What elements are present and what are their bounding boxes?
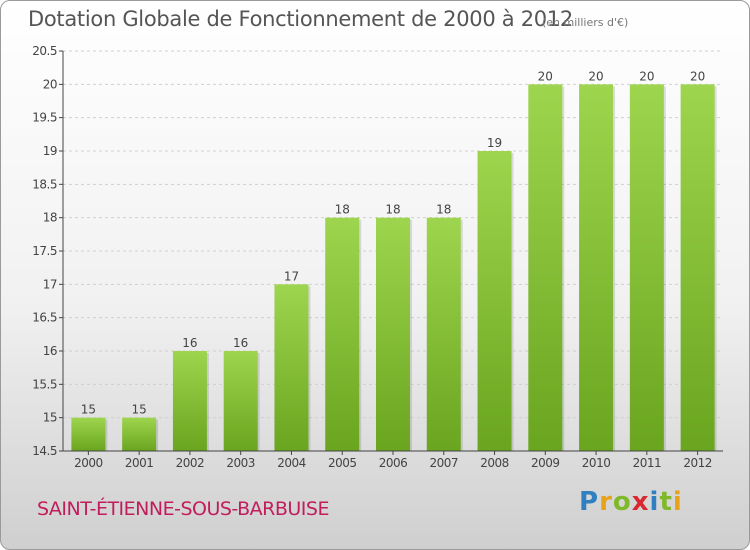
bar-2005 bbox=[325, 217, 360, 451]
logo-letter: P bbox=[579, 487, 600, 517]
y-tick-label: 16.5 bbox=[32, 311, 57, 325]
y-tick-label: 17.5 bbox=[32, 244, 57, 258]
x-tick-label: 2008 bbox=[480, 456, 509, 470]
logo-letter: o bbox=[612, 487, 632, 517]
x-tick-label: 2001 bbox=[125, 456, 154, 470]
y-tick-label: 18 bbox=[43, 211, 57, 225]
value-label: 15 bbox=[132, 403, 147, 417]
y-tick-label: 17 bbox=[43, 277, 57, 291]
bar-2007 bbox=[426, 217, 461, 451]
x-tick-label: 2005 bbox=[328, 456, 357, 470]
value-label: 18 bbox=[436, 203, 451, 217]
bar-2003 bbox=[223, 351, 258, 451]
y-tick-label: 20 bbox=[43, 77, 57, 91]
bar-2002 bbox=[172, 351, 207, 451]
y-tick-label: 20.5 bbox=[32, 44, 57, 58]
commune-name: SAINT-ÉTIENNE-SOUS-BARBUISE bbox=[37, 498, 329, 520]
bars bbox=[71, 84, 717, 451]
value-label: 18 bbox=[335, 203, 350, 217]
axes bbox=[59, 50, 723, 455]
y-tick-label: 16 bbox=[43, 344, 57, 358]
value-label: 20 bbox=[690, 69, 705, 83]
unit-note: (en milliers d'€) bbox=[542, 16, 629, 29]
bar-2008 bbox=[477, 151, 512, 451]
bar-2012 bbox=[680, 84, 715, 451]
y-tick-label: 19.5 bbox=[32, 111, 57, 125]
value-label: 15 bbox=[81, 403, 96, 417]
x-tick-label: 2004 bbox=[277, 456, 306, 470]
chart-title: Dotation Globale de Fonctionnement de 20… bbox=[28, 7, 573, 31]
proxiti-logo: Proxiti bbox=[579, 487, 683, 517]
logo-letter: x bbox=[631, 487, 650, 517]
x-tick-label: 2009 bbox=[531, 456, 560, 470]
x-tick-label: 2003 bbox=[226, 456, 255, 470]
y-tick-label: 14.5 bbox=[32, 444, 57, 458]
bar-2006 bbox=[376, 217, 410, 451]
value-label: 18 bbox=[385, 203, 400, 217]
x-tick-label: 2000 bbox=[74, 456, 103, 470]
bar-2010 bbox=[579, 84, 614, 451]
bar-2000 bbox=[71, 417, 106, 451]
y-tick-label: 15 bbox=[43, 411, 57, 425]
bar-2011 bbox=[629, 84, 664, 451]
value-label: 19 bbox=[487, 136, 502, 150]
x-tick-label: 2010 bbox=[582, 456, 611, 470]
x-tick-label: 2012 bbox=[683, 456, 712, 470]
x-tick-label: 2006 bbox=[379, 456, 408, 470]
labels: 14.5 15 15.5 16 16.5 17 17.5 18 18.5 19 19.5 20 20.5… bbox=[32, 44, 712, 470]
y-tick-label: 18.5 bbox=[32, 177, 57, 191]
x-tick-label: 2011 bbox=[633, 456, 662, 470]
y-tick-label: 15.5 bbox=[32, 377, 57, 391]
x-tick-label: 2002 bbox=[176, 456, 205, 470]
value-label: 20 bbox=[588, 69, 603, 83]
value-label: 16 bbox=[233, 336, 248, 350]
x-tick-label: 2007 bbox=[429, 456, 458, 470]
value-label: 20 bbox=[538, 69, 553, 83]
logo-letter: r bbox=[599, 487, 613, 517]
logo-letter: t bbox=[659, 487, 673, 517]
value-label: 17 bbox=[284, 269, 299, 283]
logo-letter: i bbox=[649, 487, 660, 517]
value-label: 16 bbox=[182, 336, 197, 350]
value-label: 20 bbox=[639, 69, 654, 83]
logo-letter: i bbox=[672, 487, 683, 517]
y-tick-label: 19 bbox=[43, 144, 57, 158]
bar-2009 bbox=[528, 84, 563, 451]
bar-2004 bbox=[274, 284, 309, 451]
bar-2001 bbox=[122, 417, 157, 451]
